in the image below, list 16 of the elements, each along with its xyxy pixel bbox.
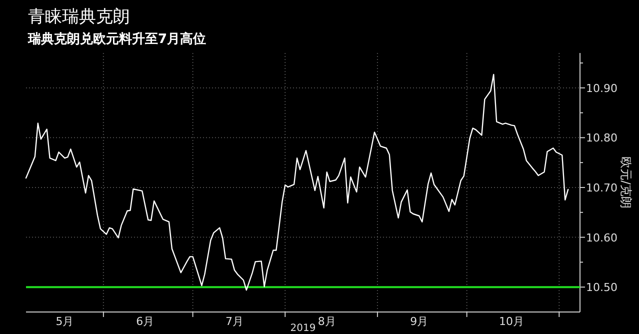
x-tick-label: 6月: [136, 315, 154, 328]
y-tick-label: 10.70: [586, 181, 618, 194]
y-tick-label: 10.50: [586, 281, 618, 294]
x-tick-label: 10月: [498, 315, 524, 328]
chart-title: 青睐瑞典克朗: [28, 7, 130, 27]
chart-subtitle: 瑞典克朗兑欧元料升至7月高位: [27, 31, 206, 47]
y-tick-label: 10.90: [586, 82, 618, 95]
x-tick-label: 7月: [225, 315, 244, 328]
y-tick-label: 10.80: [586, 132, 618, 145]
x-tick-label: 8月: [318, 315, 336, 328]
y-tick-label: 10.60: [586, 231, 618, 244]
line-series: [25, 74, 569, 291]
text: 2019: [290, 323, 316, 334]
x-tick-label: 5月: [56, 315, 74, 328]
x-tick-label: 9月: [410, 315, 428, 328]
y-axis-title: 欧元/克朗: [619, 156, 633, 209]
